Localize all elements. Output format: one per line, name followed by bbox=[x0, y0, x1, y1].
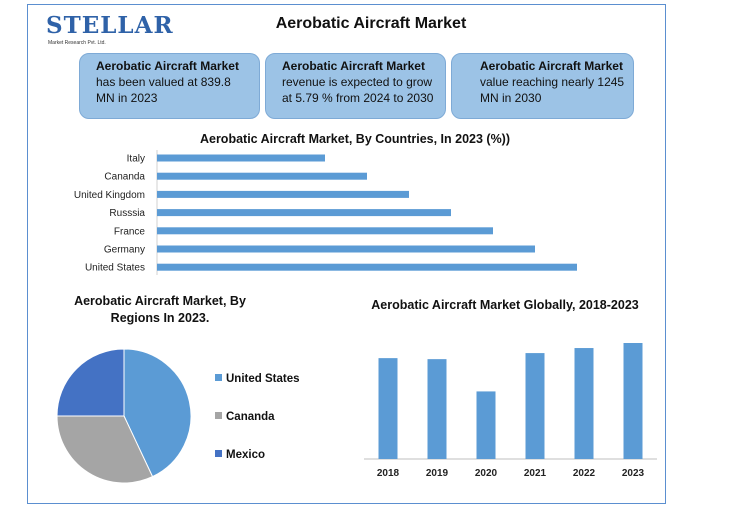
stat-box-growth: Aerobatic Aircraft Market revenue is exp… bbox=[265, 53, 446, 119]
year-bar bbox=[574, 348, 594, 459]
pie-slice bbox=[56, 415, 154, 484]
year-bar bbox=[525, 353, 545, 459]
pie-slice bbox=[123, 348, 192, 478]
country-tick-label: United Kingdom bbox=[74, 190, 145, 201]
country-bar bbox=[157, 263, 577, 271]
country-tick-label: United States bbox=[85, 263, 145, 274]
stat-box-heading: Aerobatic Aircraft Market bbox=[96, 59, 239, 73]
pie-slice bbox=[56, 348, 125, 417]
country-bar bbox=[157, 154, 325, 162]
year-tick-label: 2018 bbox=[377, 468, 400, 479]
country-tick-label: Cananda bbox=[104, 172, 145, 183]
year-tick-label: 2023 bbox=[622, 468, 645, 479]
stellar-logo: STELLAR Market Research Pvt. Ltd. bbox=[46, 10, 173, 50]
stat-box-text: value reaching nearly 1245 MN in 2030 bbox=[480, 75, 625, 105]
country-tick-label: Italy bbox=[127, 154, 145, 165]
legend-label: Cananda bbox=[226, 411, 275, 423]
stat-box-forecast: Aerobatic Aircraft Market value reaching… bbox=[451, 53, 634, 119]
year-bar bbox=[476, 391, 496, 459]
country-bar bbox=[157, 227, 493, 235]
stat-box-heading: Aerobatic Aircraft Market bbox=[282, 59, 425, 73]
country-bar bbox=[157, 172, 367, 180]
year-bar bbox=[427, 359, 447, 459]
legend-label: Mexico bbox=[226, 449, 265, 461]
country-bar bbox=[157, 245, 535, 253]
legend-swatch bbox=[215, 374, 222, 381]
page-title: Aerobatic Aircraft Market bbox=[275, 15, 467, 32]
year-tick-label: 2020 bbox=[475, 468, 498, 479]
country-tick-label: Russsia bbox=[109, 208, 145, 219]
legend-item-mexico: Mexico bbox=[215, 448, 265, 462]
logo-subtext: Market Research Pvt. Ltd. bbox=[48, 40, 106, 46]
stat-box-valuation: Aerobatic Aircraft Market has been value… bbox=[79, 53, 260, 119]
stat-box-text: has been valued at 839.8 MN in 2023 bbox=[96, 75, 231, 105]
legend-label: United States bbox=[226, 373, 300, 385]
legend-item-united-states: United States bbox=[215, 372, 300, 386]
stat-box-text: revenue is expected to grow at 5.79 % fr… bbox=[282, 75, 434, 105]
legend-item-canada: Cananda bbox=[215, 410, 275, 424]
infographic-frame bbox=[27, 4, 666, 504]
logo-text: STELLAR bbox=[46, 12, 174, 39]
regions-chart-title: Aerobatic Aircraft Market, By Regions In… bbox=[74, 294, 246, 325]
country-tick-label: France bbox=[114, 226, 146, 237]
year-bar bbox=[623, 343, 643, 459]
countries-chart-title: Aerobatic Aircraft Market, By Countries,… bbox=[199, 132, 511, 146]
stat-box-heading: Aerobatic Aircraft Market bbox=[480, 59, 623, 73]
year-bar bbox=[378, 358, 398, 459]
year-tick-label: 2021 bbox=[524, 468, 547, 479]
country-bar bbox=[157, 209, 451, 217]
legend-swatch bbox=[215, 412, 222, 419]
year-tick-label: 2019 bbox=[426, 468, 449, 479]
legend-swatch bbox=[215, 450, 222, 457]
year-tick-label: 2022 bbox=[573, 468, 596, 479]
country-bar bbox=[157, 190, 409, 198]
country-tick-label: Germany bbox=[104, 245, 145, 256]
global-chart-title: Aerobatic Aircraft Market Globally, 2018… bbox=[371, 298, 639, 312]
